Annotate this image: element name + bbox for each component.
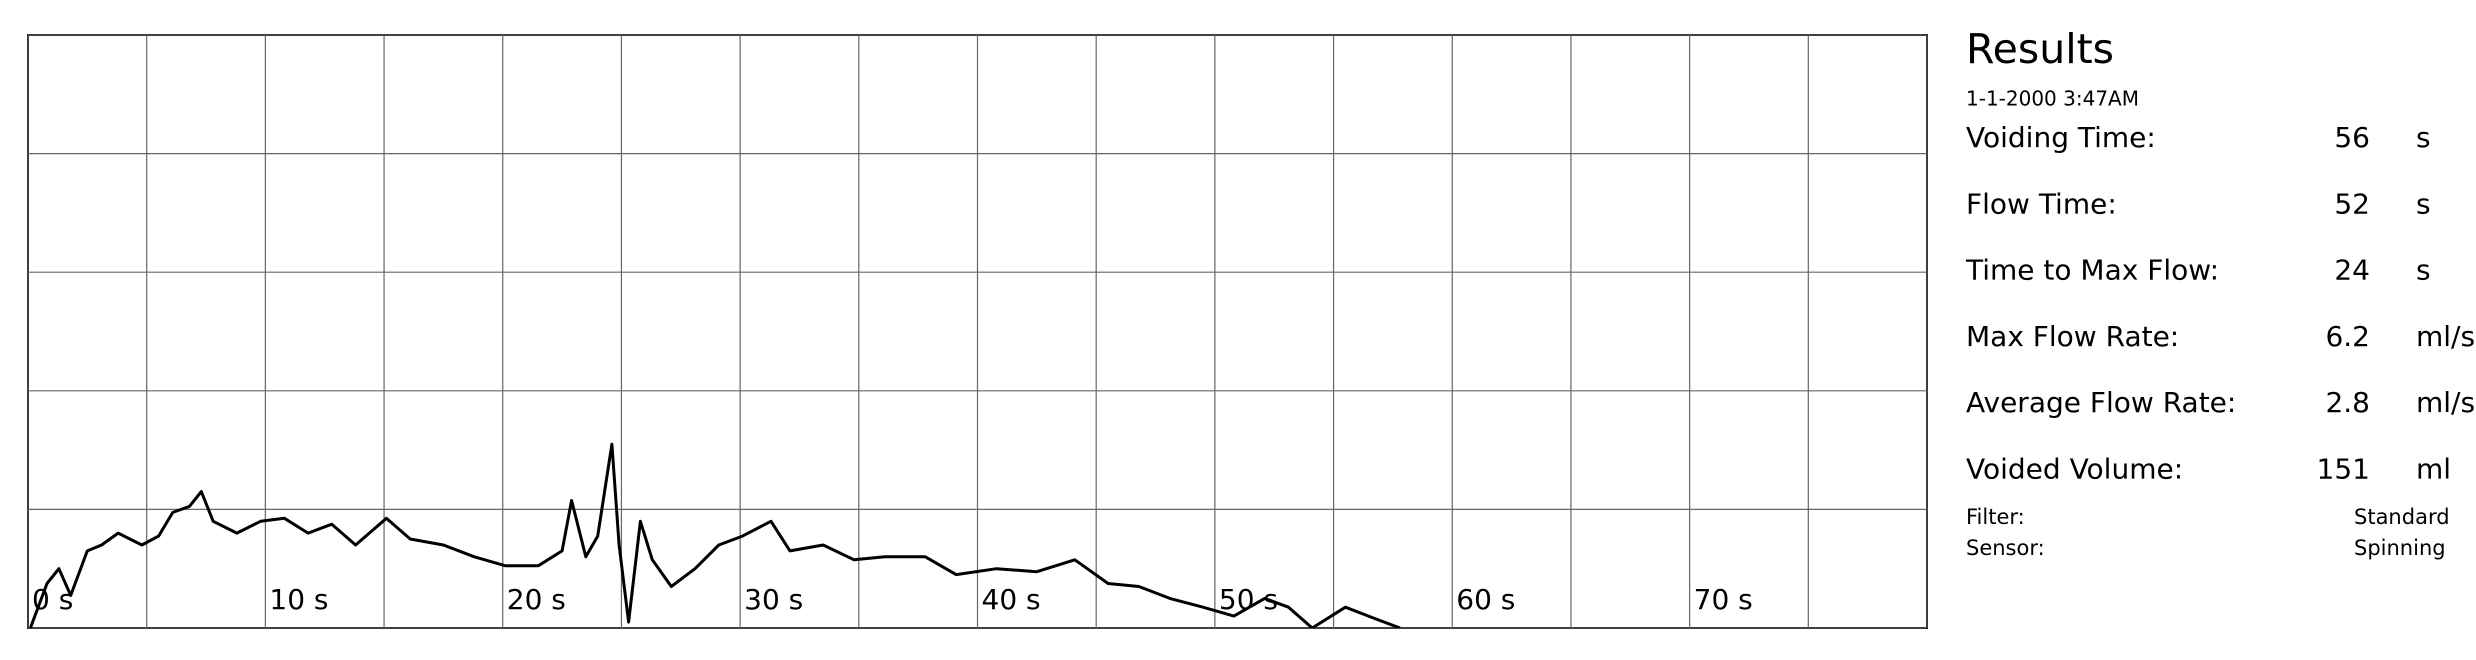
setting-value: Standard: [2354, 505, 2450, 529]
result-label: Average Flow Rate:: [1966, 386, 2236, 419]
x-tick-label: 80 s: [1931, 583, 1990, 616]
result-label: Flow Time:: [1966, 187, 2117, 220]
results-title: Results: [1966, 25, 2114, 73]
x-tick-label: 10 s: [269, 583, 328, 616]
result-value: 151: [2317, 453, 2370, 486]
result-label: Time to Max Flow:: [1965, 254, 2219, 287]
flow-line: [28, 442, 1401, 628]
result-unit: s: [2416, 254, 2431, 287]
results-panel: Results 1-1-2000 3:47AM Voiding Time: 56 s…: [1965, 25, 2475, 560]
result-unit: ml/s: [2416, 320, 2475, 353]
result-unit: s: [2416, 187, 2431, 220]
x-tick-label: 30 s: [744, 583, 803, 616]
results-date: 1-1-2000 3:47AM: [1966, 87, 2139, 111]
x-tick-label: 60 s: [1456, 583, 1515, 616]
setting-label: Filter:: [1966, 505, 2025, 529]
result-value: 52: [2334, 187, 2370, 220]
result-unit: ml: [2416, 453, 2451, 486]
result-unit: s: [2416, 121, 2431, 154]
x-tick-label: 70 s: [1694, 583, 1753, 616]
result-value: 56: [2334, 121, 2370, 154]
result-value: 2.8: [2325, 386, 2370, 419]
plot-area: 0 s 10 s 20 s 30 s 40 s 50 s 60 s 70 s 80 s: [28, 442, 1990, 628]
result-value: 6.2: [2325, 320, 2370, 353]
result-label: Max Flow Rate:: [1966, 320, 2179, 353]
setting-value: Spinning: [2354, 536, 2446, 560]
result-label: Voided Volume:: [1966, 453, 2183, 486]
result-label: Voiding Time:: [1966, 121, 2156, 154]
grid: [27, 34, 1928, 629]
x-tick-label: 40 s: [982, 583, 1041, 616]
x-tick-label: 20 s: [507, 583, 566, 616]
setting-label: Sensor:: [1966, 536, 2045, 560]
result-value: 24: [2334, 254, 2370, 287]
result-unit: ml/s: [2416, 386, 2475, 419]
